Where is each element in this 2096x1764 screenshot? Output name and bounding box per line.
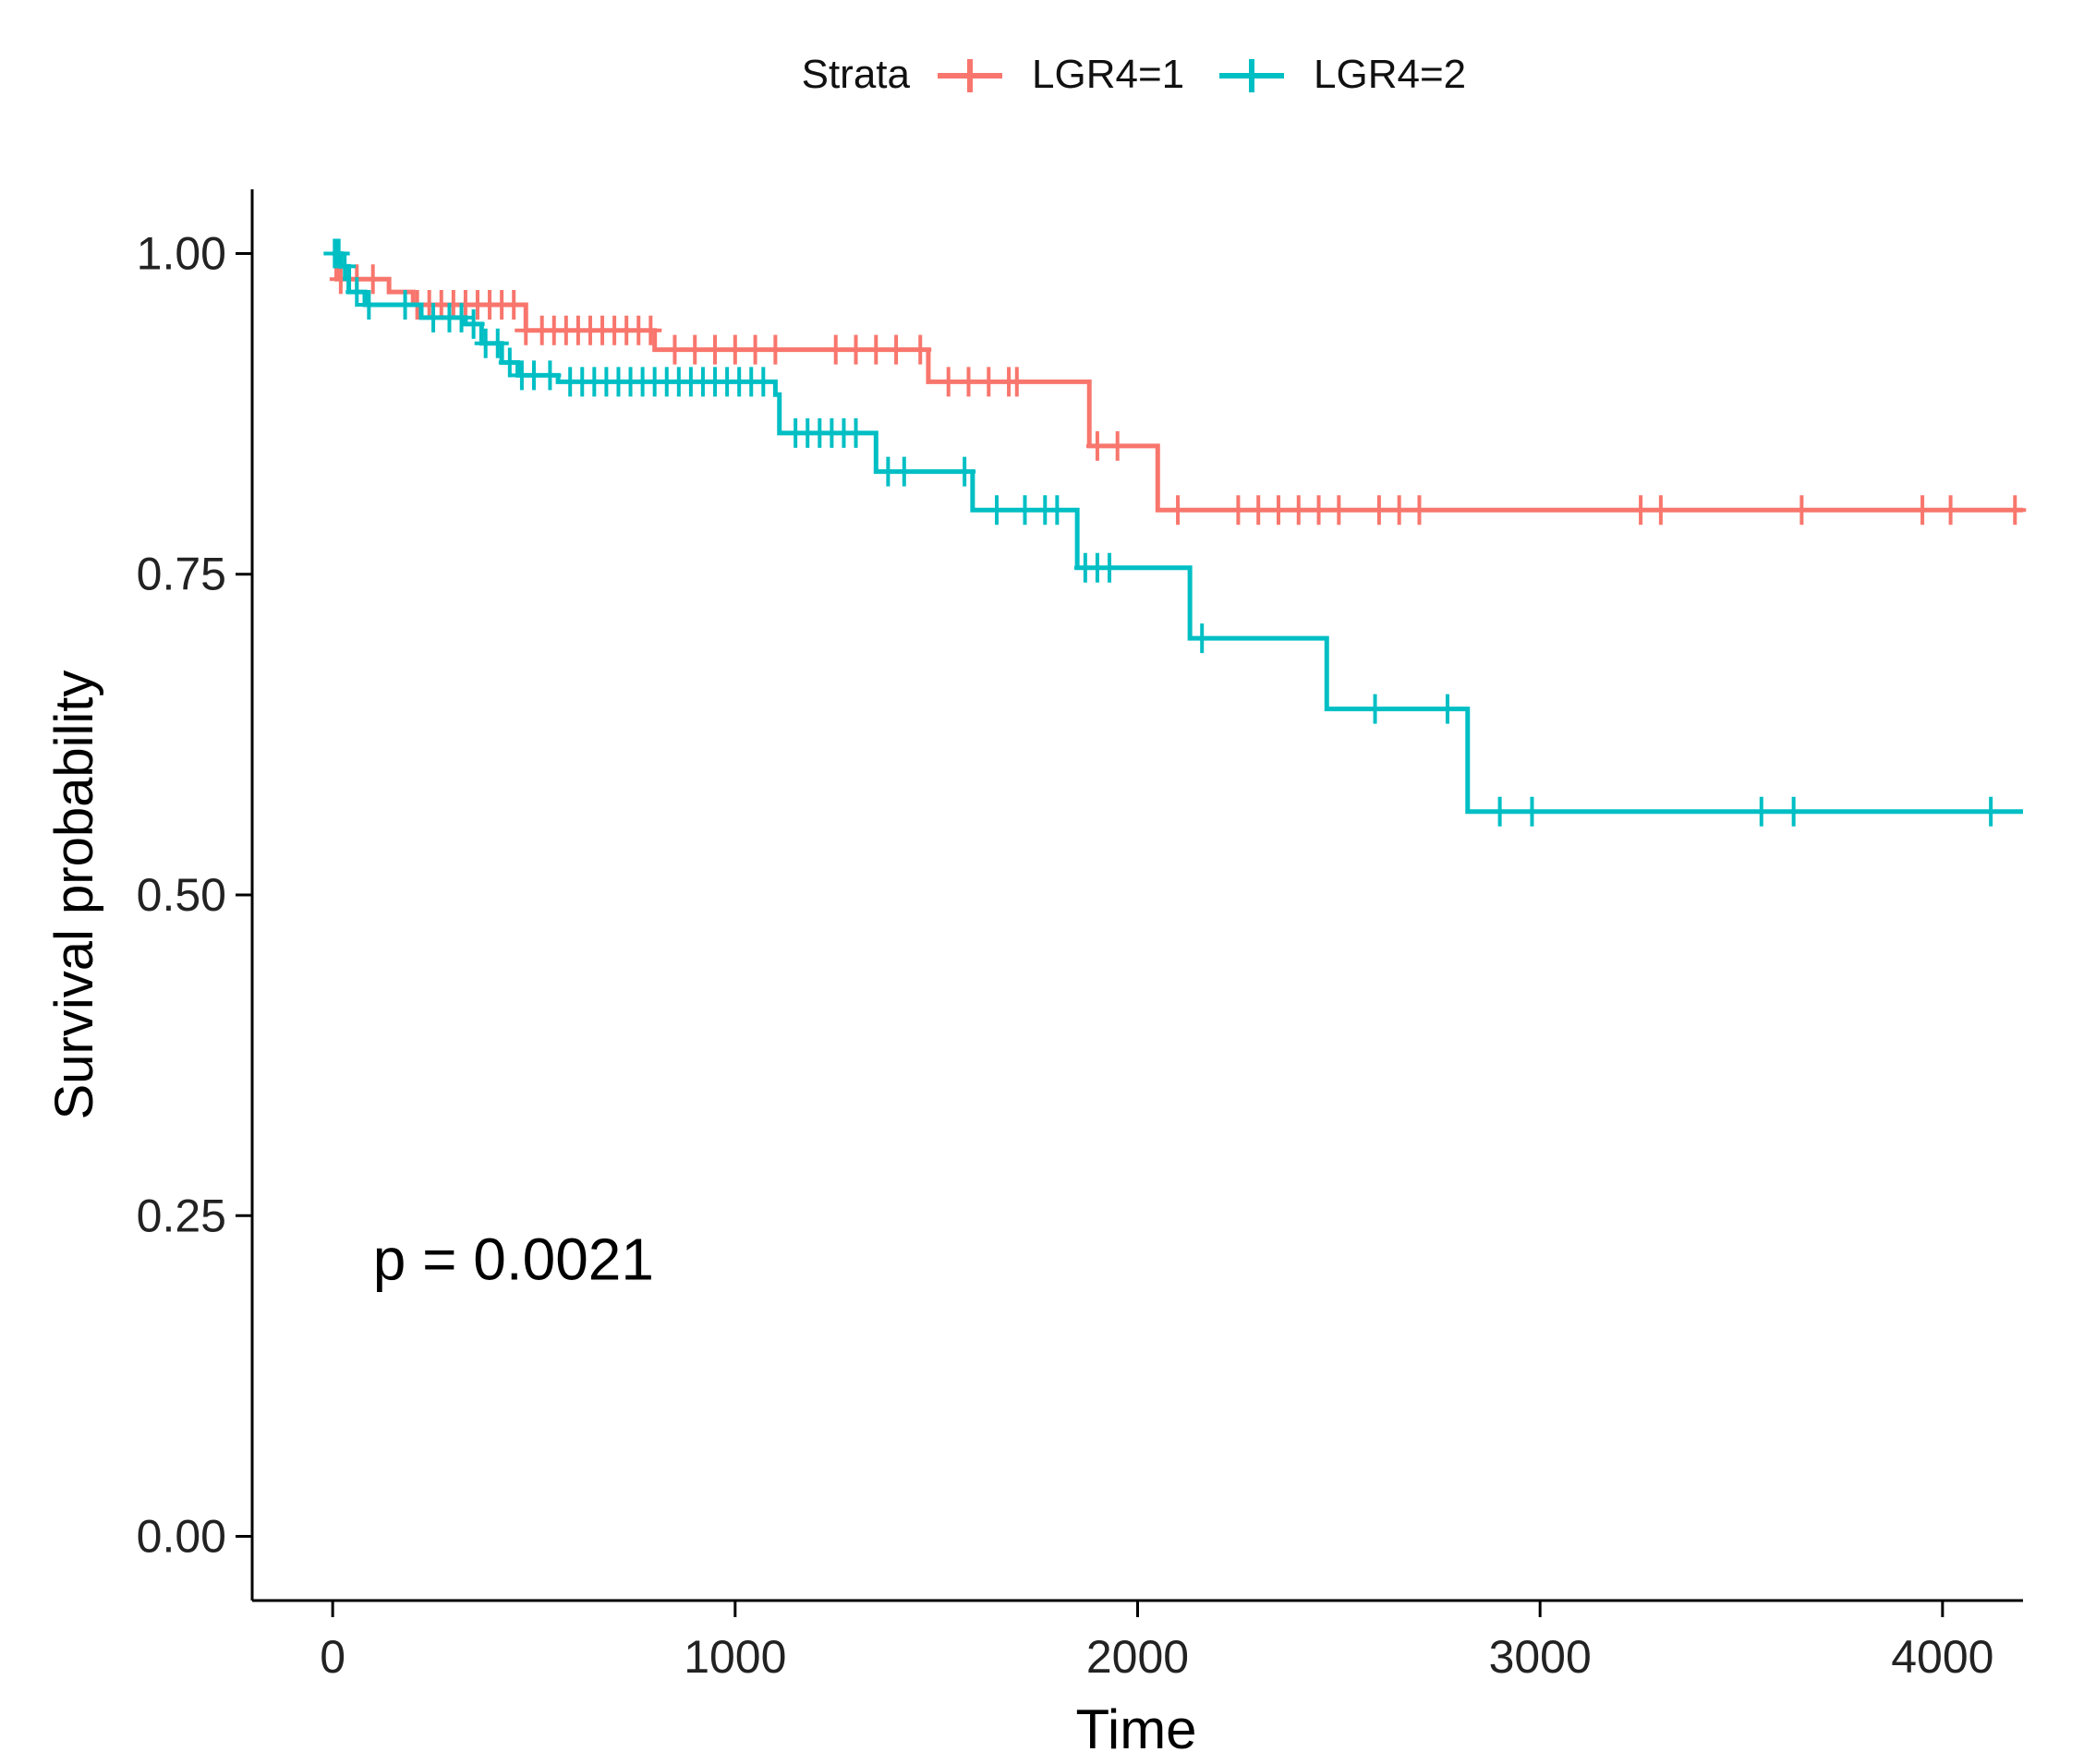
censor-mark: [1488, 796, 1511, 827]
censor-mark: [1167, 495, 1190, 526]
censor-mark: [1790, 495, 1813, 526]
y-tick-label: 0.25: [137, 1190, 226, 1241]
censor-mark: [1980, 796, 2003, 827]
series-layer: [323, 238, 2027, 827]
censor-mark: [639, 315, 662, 345]
censor-mark: [937, 367, 960, 397]
censor-mark: [865, 334, 888, 365]
y-tick-label: 0.00: [137, 1511, 226, 1563]
censor-mark: [1408, 495, 1431, 526]
legend-label-2: LGR4=2: [1314, 52, 1466, 97]
axes: [250, 189, 2023, 1602]
censor-mark: [1005, 367, 1028, 397]
censor-mark: [539, 360, 562, 391]
censor-mark: [1911, 495, 1934, 526]
censor-mark: [1750, 796, 1773, 827]
censor-mark: [498, 347, 521, 378]
censor-mark: [764, 334, 787, 365]
x-tick-label: 3000: [1489, 1631, 1592, 1683]
censor-mark: [844, 334, 867, 365]
censor-mark: [361, 264, 384, 295]
censor-mark: [1327, 495, 1351, 526]
censor-mark: [892, 456, 915, 487]
censor-mark: [1782, 796, 1805, 827]
x-tick-label: 4000: [1891, 1631, 1993, 1683]
censor-mark: [1307, 495, 1330, 526]
y-tick-label: 0.75: [137, 549, 226, 600]
censor-mark: [885, 334, 908, 365]
legend-label-1: LGR4=1: [1032, 52, 1184, 97]
censor-mark: [752, 367, 775, 397]
x-ticks: 0 1000 2000 3000 4000: [320, 1601, 1993, 1683]
censor-mark: [450, 302, 473, 332]
censor-mark: [953, 456, 976, 487]
legend-title: Strata: [802, 52, 911, 97]
series-1: [329, 250, 2027, 526]
x-tick-label: 1000: [684, 1631, 786, 1683]
censor-mark: [503, 290, 526, 320]
censor-mark: [1247, 495, 1270, 526]
censor-mark: [1098, 552, 1121, 583]
x-tick-label: 0: [320, 1631, 345, 1683]
censor-mark: [1266, 495, 1290, 526]
y-ticks: 0.00 0.25 0.50 0.75 1.00: [137, 227, 252, 1563]
legend: Strata LGR4=1 LGR4=2: [802, 52, 1467, 97]
legend-key-2: [1219, 59, 1284, 92]
censor-mark: [1630, 495, 1653, 526]
censor-mark: [1649, 495, 1672, 526]
censor-mark: [977, 367, 1000, 397]
censor-mark: [1367, 495, 1390, 526]
series-2: [323, 238, 2023, 827]
legend-key-1: [938, 59, 1002, 92]
censor-mark: [1106, 430, 1129, 461]
censor-mark: [2004, 495, 2027, 526]
censor-mark: [1363, 694, 1387, 724]
p-value-annotation: p = 0.0021: [373, 1226, 654, 1293]
censor-mark: [744, 334, 767, 365]
y-tick-label: 0.50: [137, 869, 226, 921]
censor-mark: [486, 328, 509, 358]
censor-mark: [345, 277, 369, 308]
censor-mark: [824, 334, 847, 365]
censor-mark: [394, 290, 417, 320]
censor-mark: [1085, 430, 1109, 461]
x-axis-title: Time: [1075, 1698, 1196, 1760]
censor-mark: [909, 334, 932, 365]
censor-mark: [1191, 623, 1214, 654]
censor-mark: [1436, 694, 1459, 724]
censor-mark: [723, 334, 746, 365]
censor-mark: [357, 290, 381, 320]
censor-mark: [1046, 495, 1069, 526]
censor-mark: [1939, 495, 1962, 526]
censor-mark: [1521, 796, 1544, 827]
censor-mark: [704, 334, 727, 365]
censor-mark: [1387, 495, 1411, 526]
censor-mark: [844, 417, 867, 448]
censor-mark: [957, 367, 980, 397]
censor-mark: [986, 495, 1009, 526]
censor-mark: [1013, 495, 1036, 526]
censor-mark: [1227, 495, 1250, 526]
y-tick-label: 1.00: [137, 227, 226, 279]
y-axis-title: Survival probability: [44, 671, 104, 1120]
x-tick-label: 2000: [1086, 1631, 1189, 1683]
censor-mark: [1287, 495, 1310, 526]
survival-curve-2: [333, 250, 2023, 815]
censor-mark: [663, 334, 686, 365]
censor-mark: [333, 251, 357, 282]
censor-mark: [462, 308, 485, 339]
censor-mark: [684, 334, 707, 365]
